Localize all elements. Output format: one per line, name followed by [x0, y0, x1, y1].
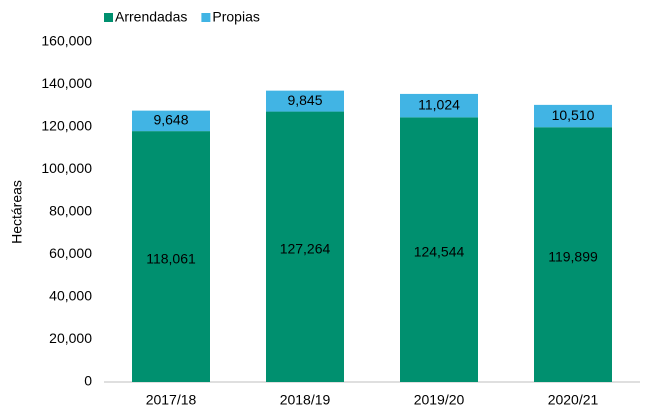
bar-segment: [266, 111, 344, 383]
bar-segment: [534, 127, 612, 382]
x-tick-label: 2019/20: [414, 392, 465, 408]
y-tick-label: 20,000: [49, 330, 92, 346]
y-tick-label: 120,000: [41, 118, 92, 134]
legend-swatch: [201, 13, 211, 22]
data-label: 11,024: [418, 96, 460, 112]
y-tick-label: 0: [84, 373, 92, 389]
y-tick-label: 60,000: [49, 245, 92, 261]
data-label: 10,510: [552, 107, 595, 123]
y-tick-label: 80,000: [49, 203, 92, 219]
y-tick-label: 160,000: [41, 33, 92, 49]
x-tick-label: 2020/21: [548, 392, 599, 408]
x-tick-label: 2018/19: [280, 392, 331, 408]
bar-segment: [132, 110, 210, 132]
y-tick-label: 140,000: [41, 75, 92, 91]
x-tick-label: 2017/18: [146, 392, 197, 408]
data-label: 124,544: [414, 243, 465, 259]
data-label: 127,264: [280, 240, 331, 256]
bar-segment: [400, 93, 478, 118]
data-label: 119,899: [548, 248, 598, 264]
bar-segment: [400, 117, 478, 383]
y-tick-label: 40,000: [49, 288, 92, 304]
data-label: 9,648: [153, 112, 188, 128]
legend-swatch: [104, 13, 113, 22]
legend-label: Propias: [212, 9, 259, 25]
y-axis-label: Hectáreas: [9, 180, 25, 244]
bar-segment: [132, 131, 210, 382]
data-label: 9,845: [287, 92, 322, 108]
data-label: 118,061: [146, 250, 196, 266]
y-tick-label: 100,000: [41, 160, 92, 176]
bar-segment: [534, 104, 612, 128]
legend-label: Arrendadas: [115, 9, 187, 25]
bar-segment: [266, 90, 344, 112]
